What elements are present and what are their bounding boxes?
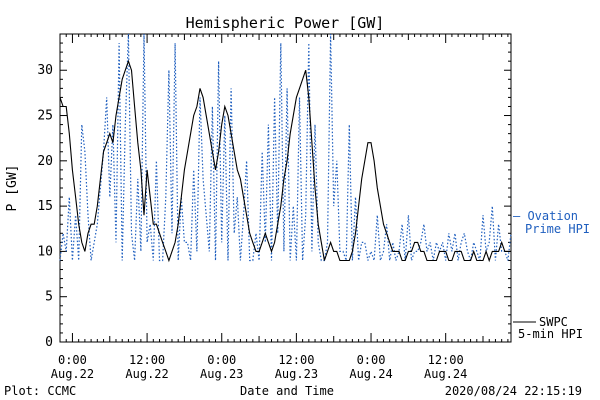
y-tick-label: 15: [37, 199, 53, 214]
legend-ovation-line2: Prime HPI: [525, 222, 590, 236]
legend-swpc-line1: SWPC: [539, 315, 568, 329]
x-tick-label-time: 0:00: [58, 353, 87, 367]
x-tick-label-time: 12:00: [278, 353, 314, 367]
legend-ovation-line1: — Ovation: [513, 209, 578, 223]
plot-area: [59, 33, 512, 343]
x-tick-label-date: Aug.22: [51, 367, 94, 381]
x-tick-label-date: Aug.24: [349, 367, 392, 381]
y-tick-label: 20: [37, 154, 53, 169]
y-axis-label: P [GW]: [5, 165, 20, 212]
swpc-hpi-series-line: [59, 59, 511, 263]
legend-swpc-line2: 5-min HPI: [518, 327, 583, 341]
y-tick-label: 30: [37, 63, 53, 78]
chart-title: Hemispheric Power [GW]: [186, 14, 385, 32]
y-tick-label: 10: [37, 244, 53, 259]
y-axis: 0 5 10 15 20 25 30: [37, 33, 511, 350]
legend-ovation-prime: — Ovation Prime HPI: [513, 209, 590, 236]
x-tick-label-date: Aug.23: [275, 367, 318, 381]
plot-credit: Plot: CCMC: [4, 384, 76, 398]
legend-swpc-hpi: SWPC 5-min HPI: [513, 315, 583, 341]
plot-timestamp: 2020/08/24 22:15:19: [445, 384, 582, 398]
x-tick-label-date: Aug.24: [424, 367, 467, 381]
x-tick-label-date: Aug.22: [125, 367, 168, 381]
x-tick-label-time: 12:00: [428, 353, 464, 367]
y-tick-label: 5: [45, 290, 53, 305]
x-axis: 0:00Aug.2212:00Aug.220:00Aug.2312:00Aug.…: [51, 34, 509, 381]
x-tick-label-time: 12:00: [129, 353, 165, 367]
x-axis-label: Date and Time: [240, 384, 334, 398]
y-tick-label: 25: [37, 109, 53, 124]
y-tick-label: 0: [45, 335, 53, 350]
x-tick-label-date: Aug.23: [200, 367, 243, 381]
ovation-prime-series-line: [59, 33, 512, 262]
x-tick-label-time: 0:00: [207, 353, 236, 367]
x-tick-label-time: 0:00: [357, 353, 386, 367]
